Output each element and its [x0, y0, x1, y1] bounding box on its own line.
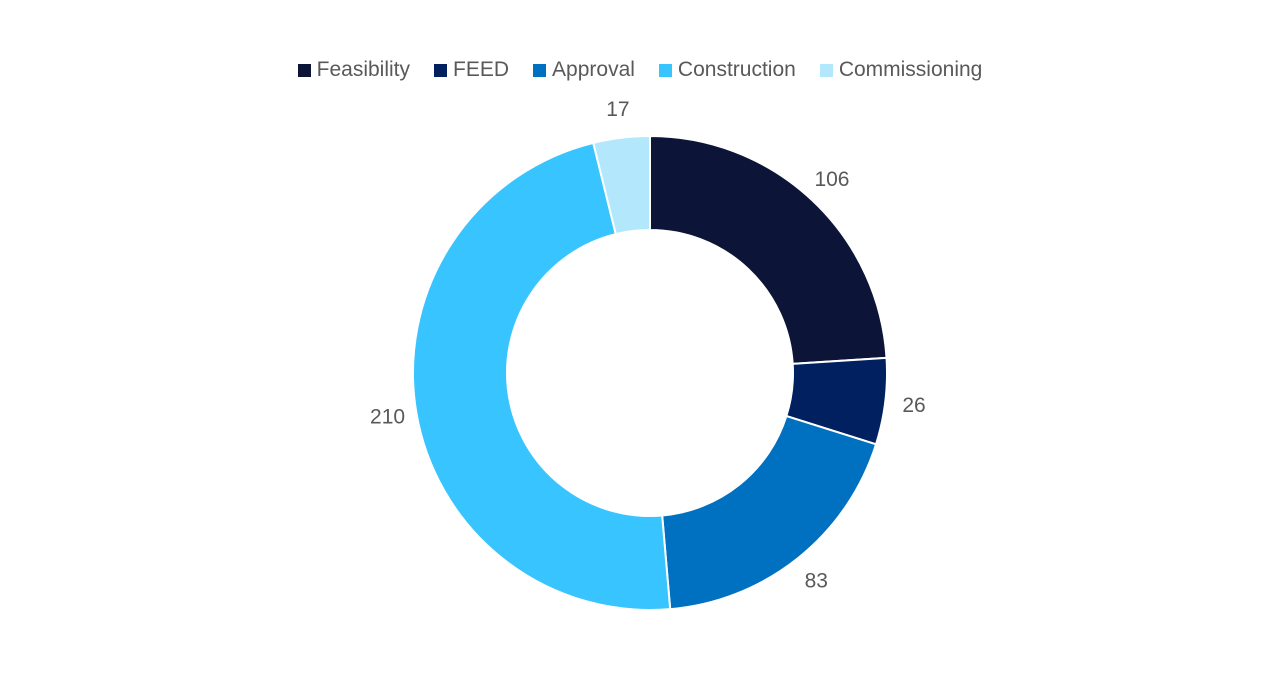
legend-swatch — [297, 63, 311, 77]
slice-commissioning — [592, 134, 651, 236]
legend-item-construction: Construction — [658, 58, 796, 82]
legend-label: Commissioning — [838, 58, 983, 81]
legend-item-commissioning: Commissioning — [819, 58, 983, 82]
legend-label: Feasibility — [316, 58, 411, 81]
legend-label: Construction — [677, 58, 796, 81]
legend-swatch — [533, 63, 547, 77]
data-label-commissioning: 17 — [606, 98, 629, 121]
legend-label: Approval — [552, 58, 635, 81]
legend-swatch — [434, 63, 448, 77]
legend-swatch — [658, 63, 672, 77]
slice-approval — [661, 414, 878, 611]
legend-swatch — [819, 63, 833, 77]
data-label-construction: 210 — [370, 405, 405, 428]
data-label-approval: 83 — [805, 570, 828, 593]
legend-item-approval: Approval — [533, 58, 635, 82]
legend-label: FEED — [453, 58, 510, 81]
chart-legend: Feasibility FEED Approval Construction Commi… — [0, 58, 1280, 82]
legend-item-feasibility: Feasibility — [297, 58, 411, 82]
legend-item-feed: FEED — [434, 58, 509, 82]
data-label-feed: 26 — [902, 394, 925, 417]
slice-construction — [412, 141, 672, 611]
slice-feasibility — [649, 134, 888, 365]
data-label-feasibility: 106 — [814, 168, 849, 191]
